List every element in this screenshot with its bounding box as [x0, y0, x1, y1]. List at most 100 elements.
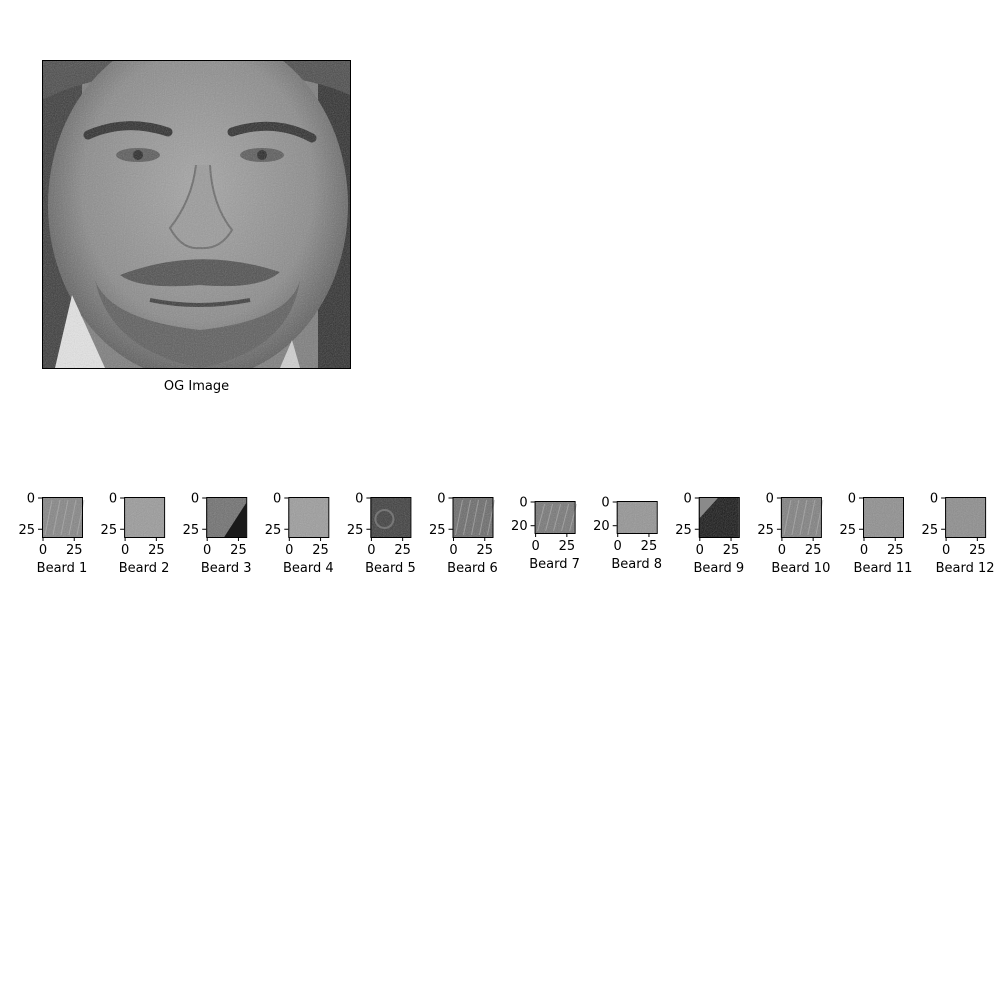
x-tick-label: 25 — [148, 543, 165, 558]
y-tick-label: 0 — [601, 496, 609, 511]
patch-texture — [370, 497, 411, 537]
y-tick-label: 25 — [675, 523, 692, 538]
patch-frame — [945, 497, 987, 538]
patch-xlabel: Beard 5 — [365, 561, 416, 576]
x-tick-label: 25 — [394, 543, 411, 558]
patch-texture — [124, 497, 165, 537]
patch-curl — [374, 509, 395, 529]
y-tick-label: 25 — [183, 523, 200, 538]
y-tick-label: 0 — [848, 492, 856, 507]
x-tick-label: 25 — [641, 539, 658, 554]
patch-xlabel: Beard 12 — [936, 561, 995, 576]
patch-xlabel: Beard 8 — [611, 557, 662, 572]
y-tick-label: 0 — [109, 492, 117, 507]
y-tick-label: 0 — [191, 492, 199, 507]
patch-frame — [534, 501, 576, 534]
patch-streak — [537, 503, 546, 532]
y-tick-label: 25 — [18, 523, 35, 538]
patch-texture — [616, 501, 657, 533]
patch-streak — [561, 503, 570, 532]
patch-streak — [553, 503, 562, 532]
y-tick-label: 25 — [347, 523, 364, 538]
patch-frame — [288, 497, 330, 538]
patch-frame — [616, 501, 658, 534]
y-tick-label: 20 — [593, 519, 610, 534]
patch-frame — [42, 497, 83, 538]
y-tick-label: 0 — [766, 492, 774, 507]
x-tick-label: 25 — [312, 543, 329, 558]
y-tick-label: 0 — [355, 492, 363, 507]
patch-streak — [455, 499, 463, 536]
patch-streak — [44, 499, 53, 536]
patch-xlabel: Beard 1 — [37, 561, 88, 576]
y-tick-label: 0 — [27, 492, 35, 507]
y-tick-label: 20 — [511, 519, 528, 534]
x-tick-label: 25 — [66, 543, 83, 558]
beard-patch-11: 0 25 0 25 Beard 11 — [839, 492, 912, 577]
x-tick-label: 25 — [723, 543, 740, 558]
main-image-frame — [42, 60, 351, 369]
x-tick-label: 25 — [230, 543, 247, 558]
main-image-xlabel: OG Image — [164, 379, 229, 394]
x-tick-label: 0 — [531, 539, 539, 554]
x-tick-label: 0 — [449, 543, 457, 558]
beard-patch-8: 0 20 0 25 Beard 8 — [593, 496, 662, 573]
patch-texture — [945, 497, 986, 537]
y-tick-label: 25 — [757, 523, 774, 538]
patch-streak — [807, 499, 816, 536]
patch-xlabel: Beard 9 — [693, 561, 744, 576]
y-tick-label: 25 — [265, 523, 282, 538]
patch-streak — [68, 499, 77, 536]
patch-frame — [452, 497, 494, 538]
patch-xlabel: Beard 2 — [119, 561, 170, 576]
patch-dark-region — [224, 503, 247, 537]
patch-frame — [698, 497, 740, 538]
patch-frame — [780, 497, 822, 538]
patch-xlabel: Beard 11 — [854, 561, 913, 576]
patch-frame — [370, 497, 412, 538]
y-tick-label: 0 — [519, 496, 527, 511]
x-tick-label: 0 — [860, 543, 868, 558]
y-tick-label: 0 — [437, 492, 445, 507]
patch-streak — [545, 503, 554, 532]
patch-streak — [791, 499, 800, 536]
patch-frame — [124, 497, 166, 538]
beard-patch-1: 0 25 0 25 Beard 1 — [18, 492, 87, 577]
patch-streak — [799, 499, 808, 536]
patch-xlabel: Beard 6 — [447, 561, 498, 576]
patch-xlabel: Beard 7 — [529, 557, 580, 572]
patch-streak — [60, 499, 69, 536]
patch-streak — [52, 499, 61, 536]
x-tick-label: 0 — [285, 543, 293, 558]
beard-patch-9: 0 25 0 25 Beard 9 — [675, 492, 744, 577]
x-tick-label: 0 — [778, 543, 786, 558]
patch-streak — [479, 499, 487, 536]
y-tick-label: 0 — [930, 492, 938, 507]
x-tick-label: 0 — [696, 543, 704, 558]
x-tick-label: 25 — [805, 543, 822, 558]
y-tick-label: 0 — [684, 492, 692, 507]
x-tick-label: 0 — [203, 543, 211, 558]
x-tick-label: 25 — [969, 543, 986, 558]
y-tick-label: 25 — [922, 523, 939, 538]
patch-texture — [863, 497, 903, 537]
patch-frame — [206, 497, 248, 538]
patch-streak — [783, 499, 792, 536]
patch-streak — [463, 499, 471, 536]
photo-texture — [42, 60, 350, 368]
x-tick-label: 0 — [614, 539, 622, 554]
y-tick-label: 25 — [429, 523, 446, 538]
y-tick-label: 25 — [839, 523, 856, 538]
patch-xlabel: Beard 3 — [201, 561, 252, 576]
patch-xlabel: Beard 4 — [283, 561, 334, 576]
patch-frame — [863, 497, 904, 538]
x-tick-label: 25 — [559, 539, 576, 554]
